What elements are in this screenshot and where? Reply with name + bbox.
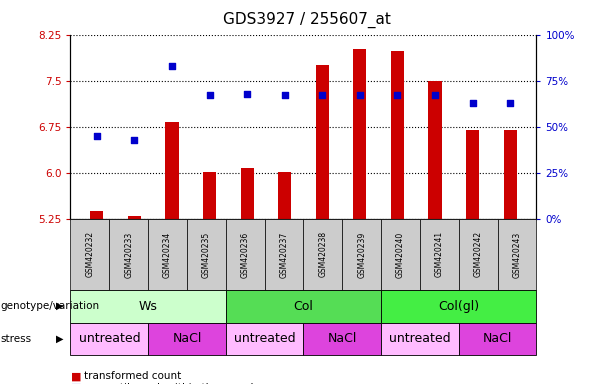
Text: Col(gl): Col(gl) xyxy=(438,300,479,313)
Bar xyxy=(353,49,367,219)
Point xyxy=(468,100,478,106)
Point xyxy=(505,100,515,106)
Text: GSM420234: GSM420234 xyxy=(163,231,172,278)
Bar xyxy=(128,216,141,219)
Point xyxy=(430,92,440,98)
Bar xyxy=(503,130,517,219)
Bar xyxy=(466,130,479,219)
Point xyxy=(355,92,365,98)
Text: GSM420236: GSM420236 xyxy=(241,231,249,278)
Text: untreated: untreated xyxy=(78,333,140,345)
Bar xyxy=(166,122,178,219)
Point xyxy=(242,91,252,97)
Text: GSM420240: GSM420240 xyxy=(396,231,405,278)
Text: percentile rank within the sample: percentile rank within the sample xyxy=(84,383,260,384)
Text: GSM420232: GSM420232 xyxy=(85,231,94,278)
Text: untreated: untreated xyxy=(389,333,451,345)
Text: Ws: Ws xyxy=(139,300,158,313)
Bar xyxy=(203,172,216,219)
Text: GSM420238: GSM420238 xyxy=(318,231,327,278)
Bar xyxy=(278,172,291,219)
Point xyxy=(392,92,402,98)
Text: NaCl: NaCl xyxy=(172,333,202,345)
Text: ▶: ▶ xyxy=(56,301,63,311)
Text: GSM420235: GSM420235 xyxy=(202,231,211,278)
Bar xyxy=(316,65,329,219)
Bar xyxy=(240,168,254,219)
Point xyxy=(167,63,177,69)
Point xyxy=(280,92,289,98)
Text: stress: stress xyxy=(0,334,31,344)
Text: transformed count: transformed count xyxy=(84,371,181,381)
Text: GSM420237: GSM420237 xyxy=(280,231,289,278)
Text: GSM420239: GSM420239 xyxy=(357,231,366,278)
Text: GSM420233: GSM420233 xyxy=(124,231,133,278)
Text: GSM420242: GSM420242 xyxy=(474,231,482,278)
Point xyxy=(92,133,102,139)
Bar xyxy=(391,51,404,219)
Point xyxy=(318,92,327,98)
Point xyxy=(129,137,139,143)
Text: Col: Col xyxy=(294,300,313,313)
Text: GDS3927 / 255607_at: GDS3927 / 255607_at xyxy=(223,12,390,28)
Text: ▶: ▶ xyxy=(56,334,63,344)
Text: ■: ■ xyxy=(70,371,81,381)
Text: GSM420241: GSM420241 xyxy=(435,231,444,278)
Text: ■: ■ xyxy=(70,383,81,384)
Text: GSM420243: GSM420243 xyxy=(512,231,522,278)
Text: untreated: untreated xyxy=(234,333,295,345)
Point xyxy=(205,92,215,98)
Text: NaCl: NaCl xyxy=(483,333,512,345)
Bar xyxy=(428,81,441,219)
Text: genotype/variation: genotype/variation xyxy=(0,301,99,311)
Text: NaCl: NaCl xyxy=(327,333,357,345)
Bar xyxy=(90,211,104,219)
